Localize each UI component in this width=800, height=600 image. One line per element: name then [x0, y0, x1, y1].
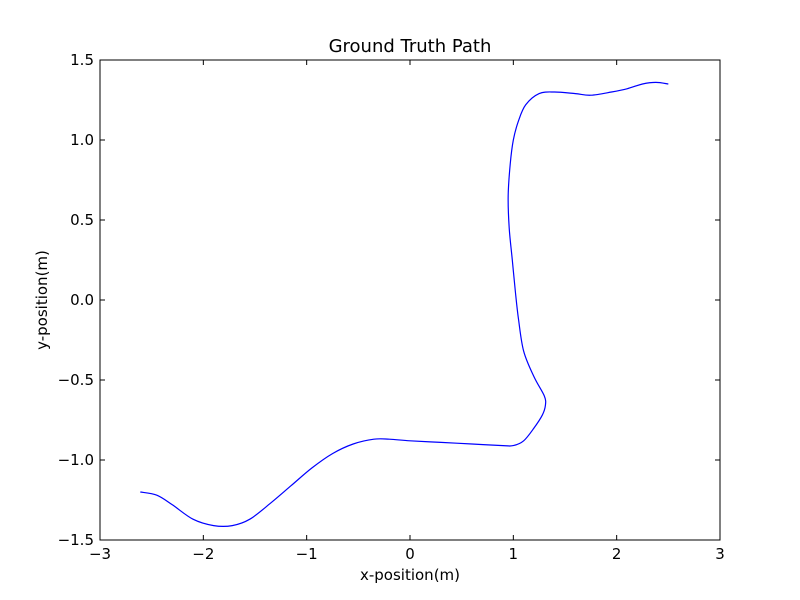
x-tick-label: 3 [715, 545, 725, 563]
y-tick-label: −1.0 [58, 451, 94, 469]
chart-title: Ground Truth Path [329, 36, 492, 57]
x-tick-label: 1 [509, 545, 519, 563]
plot-area [100, 60, 720, 540]
y-tick-label: 0.0 [70, 291, 94, 309]
y-axis-label: y-position(m) [33, 250, 51, 350]
plot-frame [99, 59, 721, 541]
y-tick-label: −0.5 [58, 371, 94, 389]
x-tick-label: −1 [296, 545, 318, 563]
series-layer [140, 81, 669, 528]
x-tick-label: 2 [612, 545, 622, 563]
ticks-layer: −3 −2 −1 0 1 2 3 −1.5 −1.0 −0.5 0.0 0.5 1.0 1.5 [58, 51, 725, 563]
y-tick-label: 1.0 [70, 131, 94, 149]
x-axis-label: x-position(m) [360, 566, 460, 584]
x-tick-label: 0 [405, 545, 415, 563]
y-tick-label: −1.5 [58, 531, 94, 549]
x-tick-label: −3 [89, 545, 111, 563]
x-tick-label: −2 [192, 545, 214, 563]
y-tick-label: 1.5 [70, 51, 94, 69]
path-series-line [140, 81, 669, 528]
y-tick-label: 0.5 [70, 211, 94, 229]
